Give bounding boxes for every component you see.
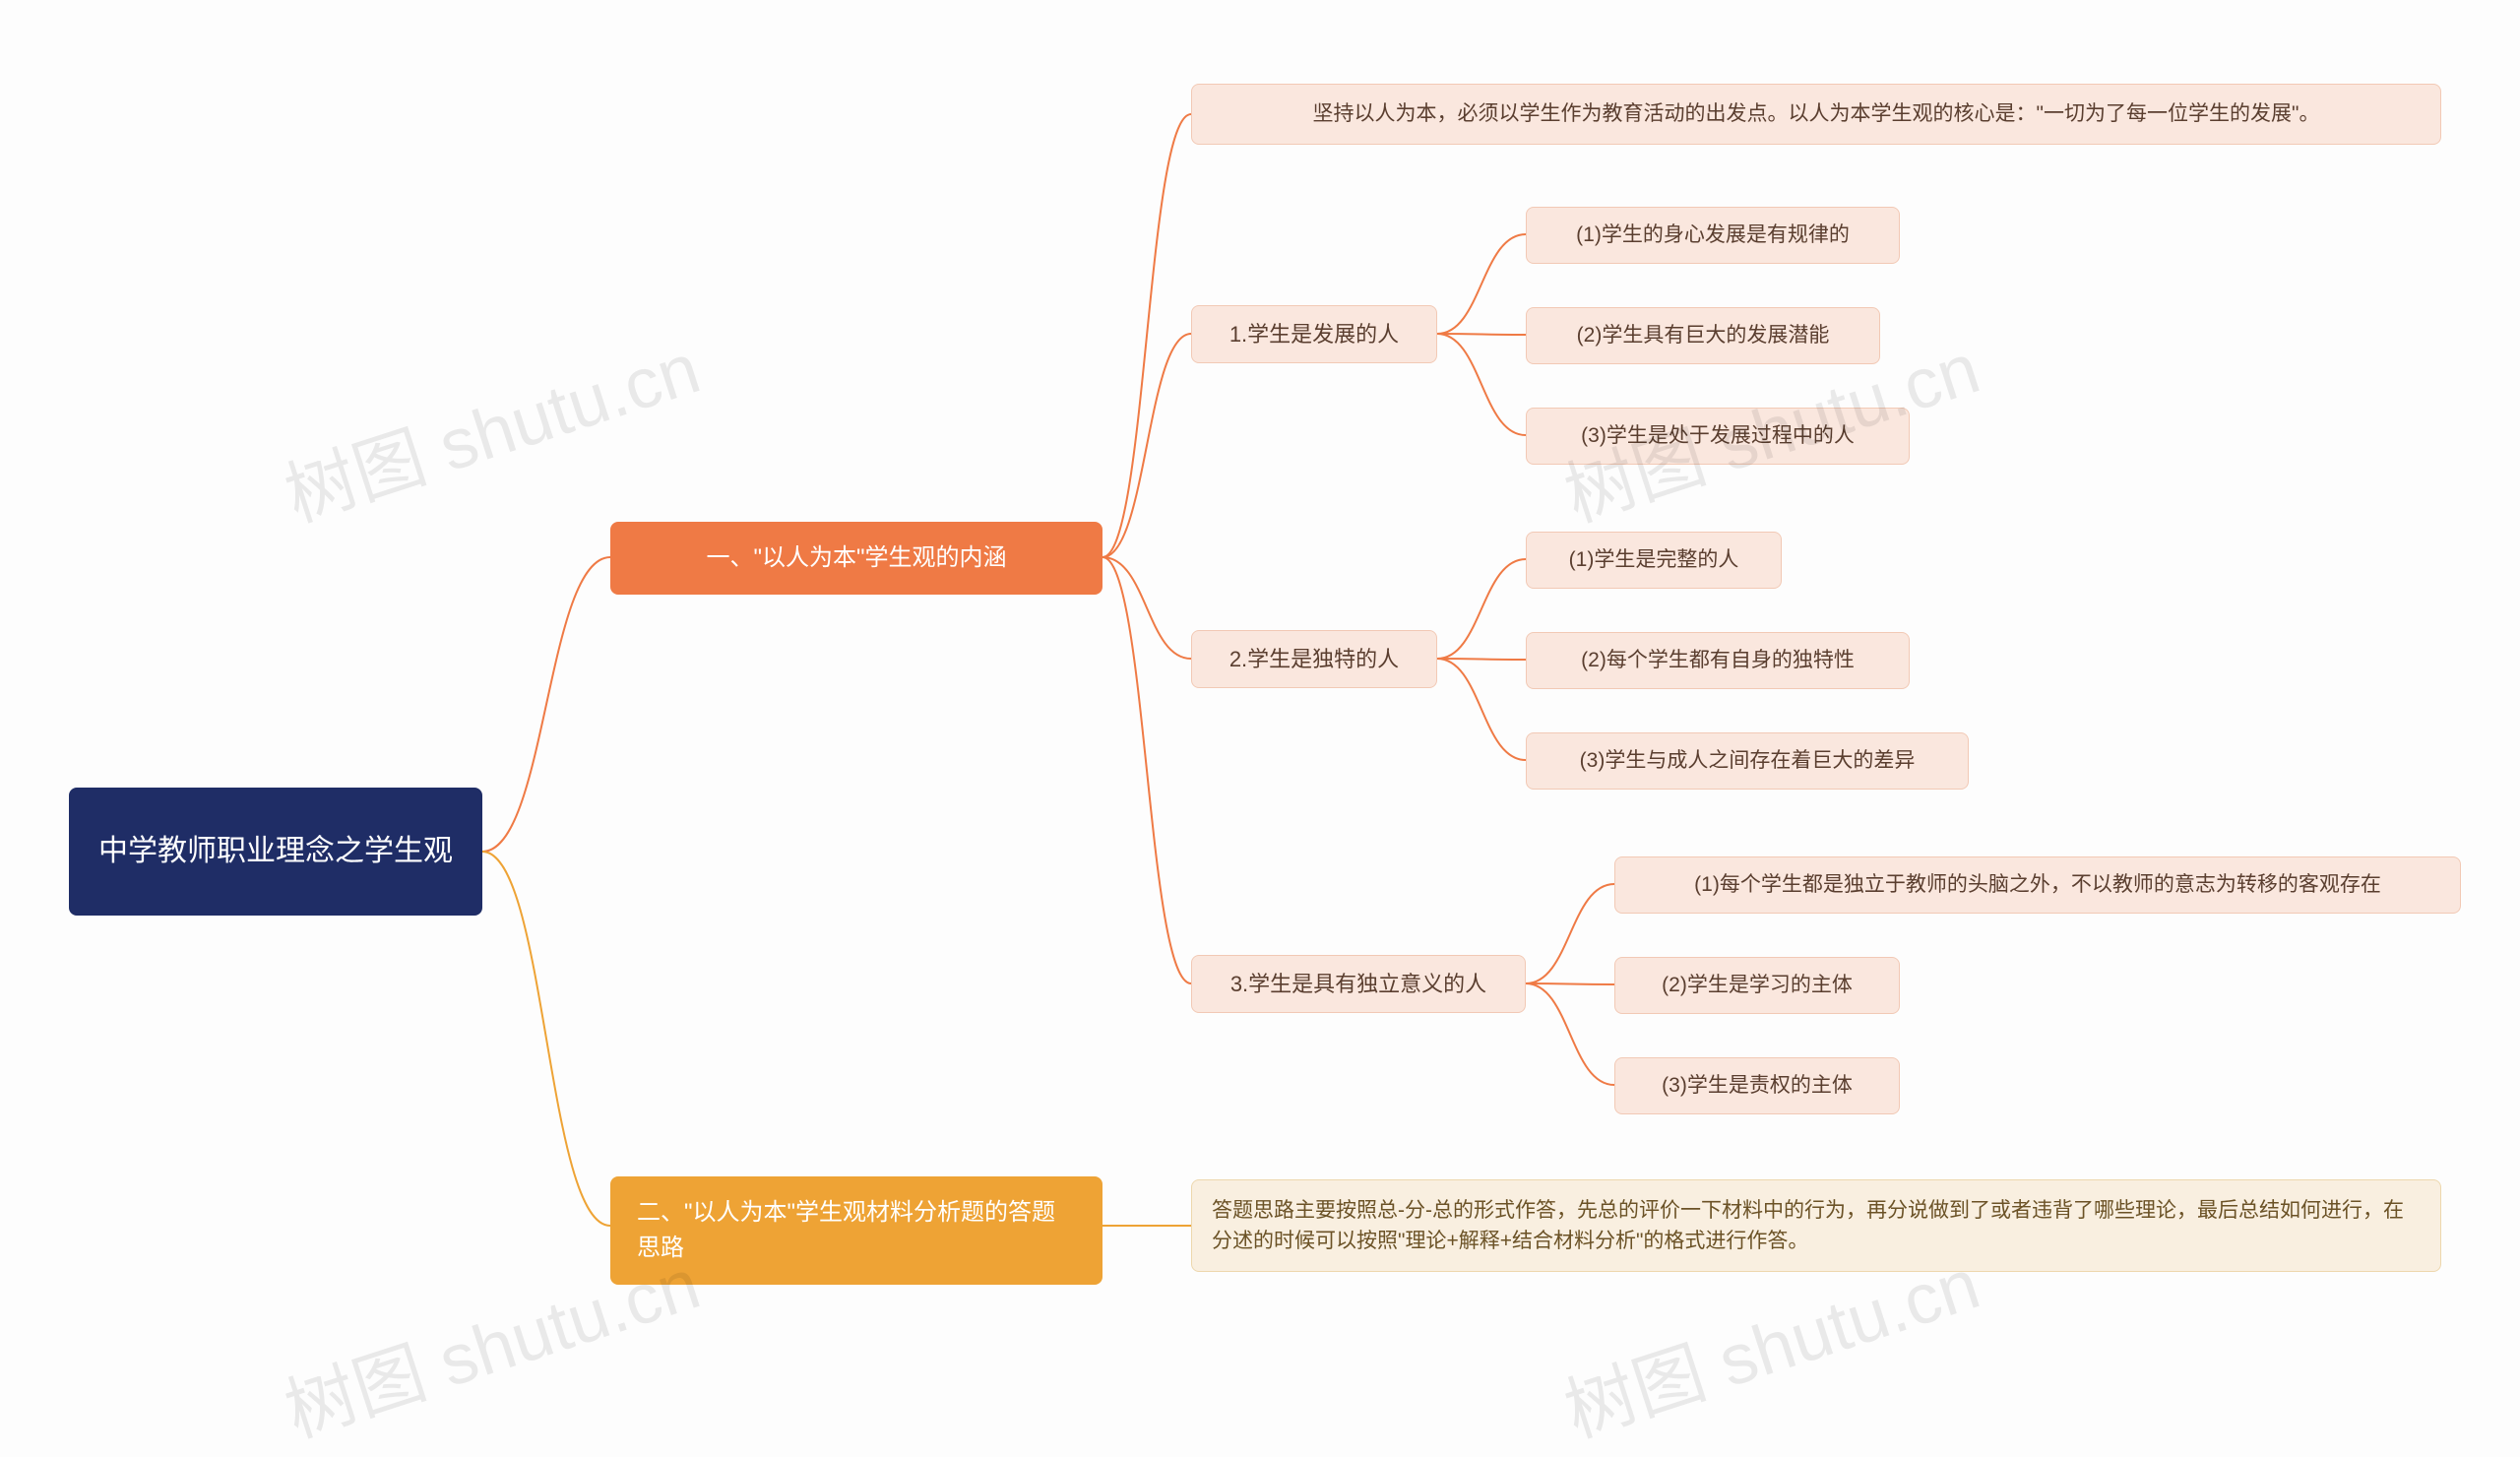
edge-s1-s1_1 (1102, 334, 1191, 557)
edge-s1-s1_3 (1102, 557, 1191, 983)
node-s1_2: 2.学生是独特的人 (1191, 630, 1437, 688)
node-s1_3b: (2)学生是学习的主体 (1614, 957, 1900, 1014)
node-label: (3)学生是处于发展过程中的人 (1581, 420, 1855, 452)
node-label: 中学教师职业理念之学生观 (98, 828, 453, 875)
node-label: (2)学生是学习的主体 (1662, 970, 1853, 1001)
edge-root-s1 (482, 557, 610, 852)
edge-s1_3-s1_3a (1526, 884, 1614, 983)
edge-s1_1-s1_1c (1437, 334, 1526, 435)
mindmap-canvas: 中学教师职业理念之学生观 一、"以人为本"学生观的内涵二、"以人为本"学生观材料分… (0, 0, 2520, 1378)
node-s1_1c: (3)学生是处于发展过程中的人 (1526, 408, 1910, 465)
node-label: 2.学生是独特的人 (1229, 643, 1399, 675)
node-label: (2)每个学生都有自身的独特性 (1581, 645, 1855, 676)
node-label: (1)每个学生都是独立于教师的头脑之外，不以教师的意志为转移的客观存在 (1694, 869, 2381, 901)
node-label: (2)学生具有巨大的发展潜能 (1577, 320, 1830, 351)
node-s1_3a: (1)每个学生都是独立于教师的头脑之外，不以教师的意志为转移的客观存在 (1614, 856, 2461, 914)
edge-s1_2-s1_2b (1437, 659, 1526, 660)
node-s1_intro: 坚持以人为本，必须以学生作为教育活动的出发点。以人为本学生观的核心是："一切为了… (1191, 84, 2441, 145)
node-label: 答题思路主要按照总-分-总的形式作答，先总的评价一下材料中的行为，再分说做到了或… (1212, 1195, 2421, 1257)
node-label: (3)学生是责权的主体 (1662, 1070, 1853, 1102)
node-s1_1: 1.学生是发展的人 (1191, 305, 1437, 363)
edge-s1-s1_2 (1102, 557, 1191, 659)
node-label: 坚持以人为本，必须以学生作为教育活动的出发点。以人为本学生观的核心是："一切为了… (1313, 98, 2320, 130)
edge-s1_1-s1_1b (1437, 334, 1526, 335)
edge-root-s2 (482, 852, 610, 1226)
node-s1: 一、"以人为本"学生观的内涵 (610, 522, 1102, 595)
node-s2_desc: 答题思路主要按照总-分-总的形式作答，先总的评价一下材料中的行为，再分说做到了或… (1191, 1179, 2441, 1272)
node-label: 二、"以人为本"学生观材料分析题的答题思路 (637, 1195, 1076, 1266)
node-s1_3c: (3)学生是责权的主体 (1614, 1057, 1900, 1114)
node-root: 中学教师职业理念之学生观 (69, 788, 482, 916)
node-s1_1b: (2)学生具有巨大的发展潜能 (1526, 307, 1880, 364)
node-label: (1)学生是完整的人 (1569, 544, 1739, 576)
connector-layer (0, 0, 2520, 1378)
node-label: 一、"以人为本"学生观的内涵 (706, 540, 1006, 576)
edge-s1_1-s1_1a (1437, 234, 1526, 334)
node-s2: 二、"以人为本"学生观材料分析题的答题思路 (610, 1176, 1102, 1285)
edge-s1_3-s1_3b (1526, 983, 1614, 984)
edge-s1_2-s1_2a (1437, 559, 1526, 659)
node-label: 3.学生是具有独立意义的人 (1230, 968, 1486, 1000)
node-s1_2c: (3)学生与成人之间存在着巨大的差异 (1526, 732, 1969, 790)
node-s1_2a: (1)学生是完整的人 (1526, 532, 1782, 589)
edge-s1_3-s1_3c (1526, 983, 1614, 1085)
watermark: 树图 shutu.cn (270, 310, 710, 541)
node-s1_3: 3.学生是具有独立意义的人 (1191, 955, 1526, 1013)
node-s1_1a: (1)学生的身心发展是有规律的 (1526, 207, 1900, 264)
edge-s1-s1_intro (1102, 114, 1191, 557)
edge-s1_2-s1_2c (1437, 659, 1526, 760)
node-label: (3)学生与成人之间存在着巨大的差异 (1580, 745, 1916, 777)
node-label: (1)学生的身心发展是有规律的 (1576, 220, 1850, 251)
node-label: 1.学生是发展的人 (1229, 318, 1399, 350)
node-s1_2b: (2)每个学生都有自身的独特性 (1526, 632, 1910, 689)
